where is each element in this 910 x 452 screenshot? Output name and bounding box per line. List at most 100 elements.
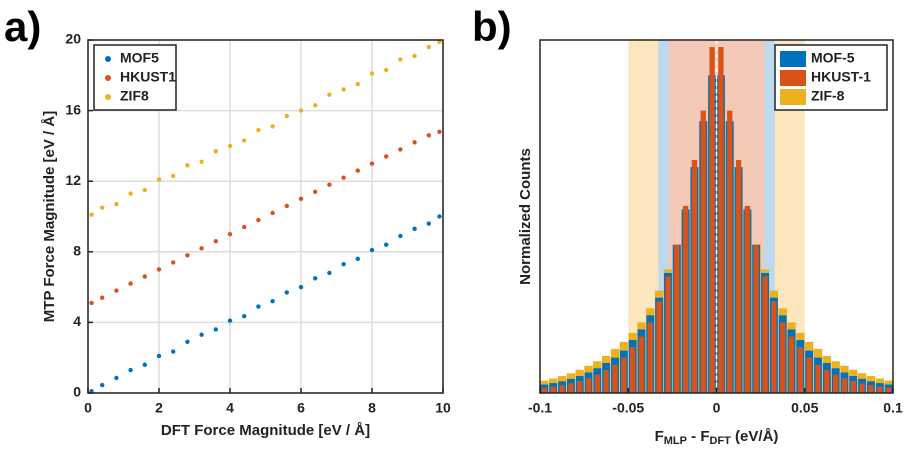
- legend-label: MOF-5: [811, 50, 855, 66]
- histogram-bar: [735, 160, 742, 393]
- data-point: [256, 127, 261, 133]
- y-tick-label: 0: [73, 384, 81, 400]
- data-point: [100, 382, 105, 388]
- data-point: [213, 327, 218, 332]
- legend-marker: [105, 94, 111, 100]
- x-axis-label: FMLP - FDFT (eV/Å): [655, 428, 779, 447]
- data-point: [327, 182, 332, 187]
- data-point: [156, 177, 162, 182]
- y-tick-label: 8: [73, 243, 81, 259]
- data-point: [298, 108, 304, 113]
- data-point: [199, 332, 204, 337]
- data-point: [114, 288, 119, 293]
- data-point: [185, 339, 190, 345]
- data-point: [341, 175, 346, 180]
- data-point: [398, 147, 403, 152]
- y-axis-label: Normalized Counts: [517, 148, 534, 285]
- data-point: [426, 44, 431, 50]
- data-point: [384, 242, 389, 247]
- legend-swatch: [780, 70, 806, 86]
- histogram-bar: [665, 276, 671, 393]
- histogram-bar: [744, 205, 751, 393]
- x-axis-label-part: - F: [687, 428, 710, 445]
- histogram-bar: [806, 357, 812, 393]
- data-point: [142, 362, 147, 367]
- data-point: [298, 196, 304, 202]
- data-point: [171, 260, 176, 265]
- data-point: [100, 295, 105, 300]
- x-tick-label: 0.05: [791, 400, 818, 416]
- data-point: [199, 246, 204, 251]
- data-point: [227, 143, 233, 149]
- histogram-bar: [780, 322, 786, 393]
- y-tick-label: 16: [65, 101, 81, 117]
- histogram-bar: [815, 364, 821, 393]
- histogram-bar: [656, 301, 662, 393]
- histogram-bar: [788, 336, 795, 393]
- histogram-bar: [832, 374, 839, 393]
- histogram-bar: [603, 370, 609, 393]
- histogram-bar: [647, 322, 653, 393]
- data-point: [114, 375, 119, 381]
- panel-label: b): [472, 3, 512, 50]
- data-point: [89, 300, 94, 306]
- y-tick-label: 20: [65, 31, 81, 47]
- data-point: [369, 71, 375, 76]
- data-point: [355, 256, 360, 262]
- legend-label: HKUST-1: [811, 69, 871, 85]
- data-point: [412, 226, 417, 232]
- data-point: [284, 203, 289, 209]
- data-point: [412, 140, 417, 145]
- data-point: [171, 349, 176, 354]
- histogram-bar: [850, 380, 856, 393]
- data-point: [327, 270, 332, 276]
- data-point: [284, 290, 289, 295]
- data-point: [355, 81, 360, 87]
- x-axis-label: DFT Force Magnitude [eV / Å]: [161, 422, 370, 439]
- data-point: [384, 67, 389, 73]
- x-tick-label: 2: [155, 400, 163, 416]
- x-tick-label: -0.05: [612, 400, 644, 416]
- data-point: [398, 233, 403, 239]
- data-point: [227, 318, 233, 323]
- data-point: [142, 187, 147, 193]
- legend-label: MOF5: [120, 50, 159, 66]
- data-point: [298, 284, 304, 290]
- x-tick-label: 8: [368, 400, 376, 416]
- data-point: [114, 201, 119, 207]
- data-point: [341, 87, 346, 92]
- histogram-bar: [638, 336, 645, 393]
- legend-marker: [105, 56, 111, 62]
- histogram-bar: [550, 386, 556, 393]
- data-point: [242, 138, 247, 143]
- data-point: [242, 224, 247, 230]
- legend-swatch: [780, 89, 806, 105]
- histogram-bar: [771, 301, 777, 393]
- histogram-bar: [877, 386, 883, 393]
- histogram-bar: [727, 110, 733, 393]
- data-point: [398, 57, 403, 62]
- x-tick-label: 4: [226, 400, 234, 416]
- data-point: [384, 154, 389, 159]
- data-point: [412, 53, 417, 59]
- histogram-bar: [568, 383, 574, 393]
- data-point: [227, 231, 233, 237]
- data-point: [313, 276, 318, 281]
- data-point: [242, 314, 247, 319]
- data-point: [185, 163, 190, 168]
- data-point: [128, 367, 133, 373]
- histogram-bar: [612, 364, 618, 393]
- histogram-bar: [885, 387, 892, 393]
- data-point: [213, 239, 218, 244]
- histogram-bar: [621, 357, 627, 393]
- histogram-bar: [762, 276, 768, 393]
- data-point: [426, 221, 431, 226]
- x-axis-label-part: F: [655, 428, 664, 445]
- data-point: [171, 173, 176, 179]
- histogram-bar: [541, 387, 548, 393]
- y-tick-label: 12: [65, 172, 81, 188]
- histogram-bar: [797, 347, 803, 393]
- legend-label: ZIF-8: [811, 88, 845, 104]
- y-axis-label: MTP Force Magnitude [eV / Å]: [41, 111, 58, 322]
